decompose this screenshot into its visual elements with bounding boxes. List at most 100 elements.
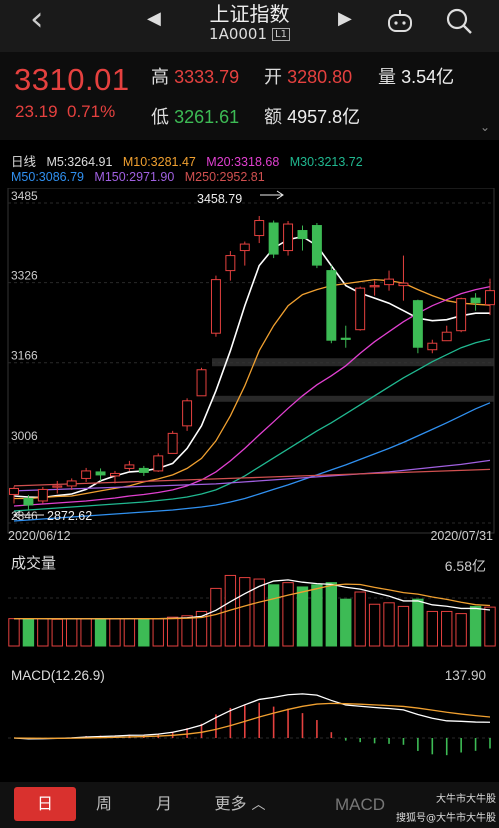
volume-chart[interactable] [0, 570, 499, 650]
volume-bar [253, 578, 265, 647]
chevron-up-icon: ︿ [251, 797, 266, 813]
top-bar [0, 0, 499, 52]
volume-bar [455, 613, 467, 647]
candle [355, 287, 366, 331]
open-row: 开 3280.80 [264, 63, 352, 89]
volume-bar [397, 605, 410, 647]
max-arrow-head [276, 190, 284, 200]
candle [167, 432, 178, 454]
candle [81, 470, 92, 479]
max-label: 3458.79 [197, 192, 242, 206]
volume-bar [37, 618, 49, 647]
candlestick-chart[interactable]: 348533263166300628463458.792872.622020/0… [0, 188, 499, 548]
amount-row: 额 4957.8亿 [264, 103, 360, 129]
volume-bar [51, 618, 63, 647]
candle [456, 298, 467, 332]
low-row: 低 3261.61 [151, 103, 239, 129]
candle [124, 464, 135, 469]
candle [153, 455, 164, 472]
y-tick-label: 3485 [11, 189, 38, 203]
level-badge: L1 [272, 28, 290, 41]
candle [384, 278, 395, 286]
volume-bar [469, 605, 482, 647]
candle [340, 337, 351, 340]
candle [326, 270, 337, 341]
ma5-label: M5:3264.91 [46, 155, 113, 169]
open-value: 3280.80 [287, 67, 353, 87]
tab-month[interactable]: 月 [155, 794, 172, 813]
open-label: 开 [264, 67, 282, 88]
volume-bar [239, 577, 251, 647]
ma-line-m50 [13, 402, 491, 522]
ma-legend-row2: M50:3086.79 M150:2971.90 M250:2952.81 [11, 170, 265, 184]
tab-more-label: 更多 [214, 794, 247, 813]
change-value: 23.19 [15, 102, 58, 121]
candle [283, 223, 294, 252]
volume-bar [181, 615, 193, 647]
volume-max: 6.58亿 [444, 558, 486, 574]
volume-bar [383, 602, 395, 647]
volume-bar [340, 598, 352, 647]
volume-bar [484, 606, 496, 647]
ma50-label: M50:3086.79 [11, 170, 84, 184]
expand-chevron-icon[interactable]: ⌄ [480, 120, 491, 134]
back-arrow-icon[interactable]: ‹ [30, 0, 44, 39]
amount-value: 4957.8亿 [287, 107, 361, 127]
candle [66, 480, 77, 487]
volume-bar [80, 618, 92, 647]
candle [311, 225, 322, 266]
high-row: 高 3333.79 [151, 63, 239, 89]
candle [297, 230, 308, 240]
indicator-selector[interactable]: MACD [335, 795, 386, 814]
volume-bar [109, 618, 121, 647]
y-tick-label: 3166 [11, 349, 38, 363]
macd-dea-line [13, 702, 491, 739]
watermark-line1: 大牛市大牛股 [436, 794, 496, 805]
tab-more[interactable]: 更多 ︿ [200, 787, 280, 821]
macd-max: 137.90 [444, 668, 486, 683]
ma-line-m20 [13, 285, 491, 507]
volume-bar [267, 584, 280, 647]
candle [196, 369, 207, 397]
volume-bar [195, 610, 208, 647]
volume-bar [138, 618, 150, 647]
volume-row: 量 3.54亿 [378, 63, 454, 89]
low-label: 低 [151, 107, 169, 128]
volume-label: 量 [378, 67, 396, 88]
candle [52, 485, 63, 488]
candle [210, 279, 221, 334]
volume-bar [426, 610, 438, 647]
gap-band [212, 358, 494, 367]
search-icon[interactable] [444, 6, 474, 36]
volume-bar [325, 582, 338, 647]
macd-chart[interactable] [0, 686, 499, 764]
page-title: 上证指数 [209, 2, 290, 26]
ma30-label: M30:3213.72 [289, 155, 363, 169]
prev-triangle-icon[interactable]: ◀ [147, 8, 161, 29]
high-label: 高 [151, 67, 169, 88]
volume-bar [412, 598, 424, 647]
candle [37, 488, 48, 502]
tab-week[interactable]: 周 [95, 794, 112, 813]
ma-line-m5 [13, 235, 490, 499]
ma-line-m30 [13, 338, 491, 512]
volume-ma10 [14, 583, 491, 620]
next-triangle-icon[interactable]: ▶ [338, 8, 352, 29]
tab-day[interactable]: 日 [14, 787, 76, 821]
watermark-line2: 搜狐号@大牛市大牛股 [396, 813, 496, 824]
candle [182, 400, 193, 427]
watermark: 大牛市大牛股 搜狐号@大牛市大牛股 [392, 790, 496, 824]
volume-bar [311, 584, 323, 647]
volume-bar [441, 610, 453, 647]
ma-line-m10 [14, 278, 491, 500]
volume-bar [368, 603, 381, 647]
volume-bar [123, 618, 136, 647]
ma10-label: M10:3281.47 [122, 155, 196, 169]
ma-line-m250 [13, 468, 491, 487]
candle [470, 297, 481, 304]
candle [412, 300, 423, 348]
ma250-label: M250:2952.81 [184, 170, 265, 184]
candle [369, 285, 380, 288]
macd-title: MACD(12.26.9) [11, 668, 105, 683]
robot-assistant-icon[interactable] [385, 6, 415, 36]
